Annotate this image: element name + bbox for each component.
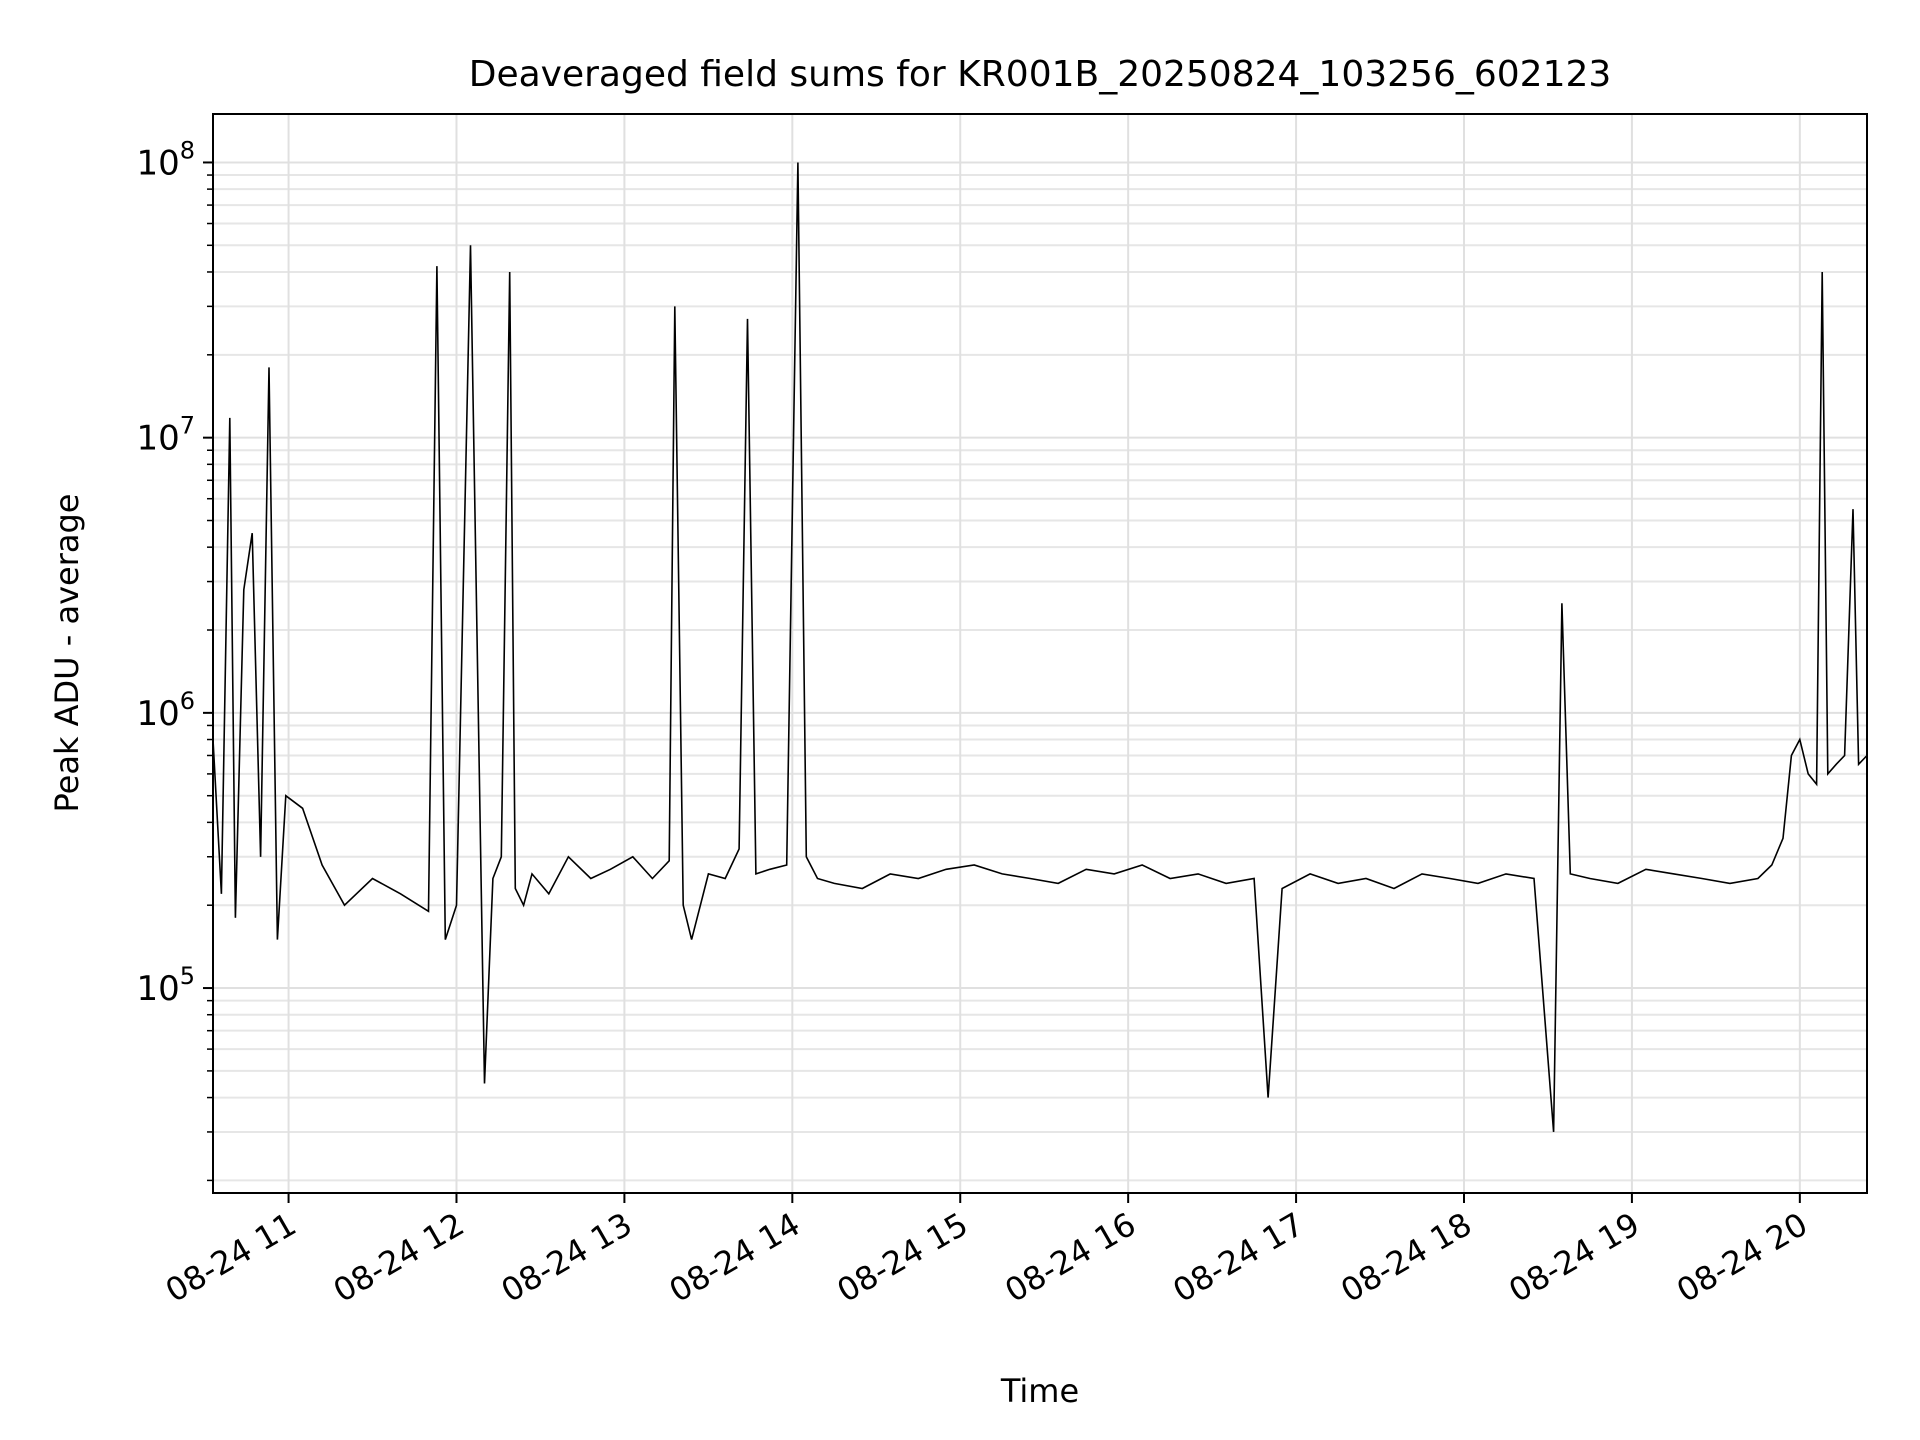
y-tick-label: 105: [136, 962, 195, 1009]
y-tick-label: 108: [136, 136, 195, 183]
y-tick-label: 106: [136, 687, 195, 734]
y-axis-label: Peak ADU - average: [48, 494, 86, 813]
series-layer: [212, 162, 1868, 1132]
x-axis-label: Time: [1000, 1372, 1079, 1410]
grid: [213, 114, 1867, 1193]
chart-title: Deaveraged field sums for KR001B_2025082…: [469, 54, 1612, 95]
series-line-0: [212, 162, 1868, 1132]
y-tick-label: 107: [136, 412, 195, 459]
plot-area-frame: [212, 113, 1868, 1194]
